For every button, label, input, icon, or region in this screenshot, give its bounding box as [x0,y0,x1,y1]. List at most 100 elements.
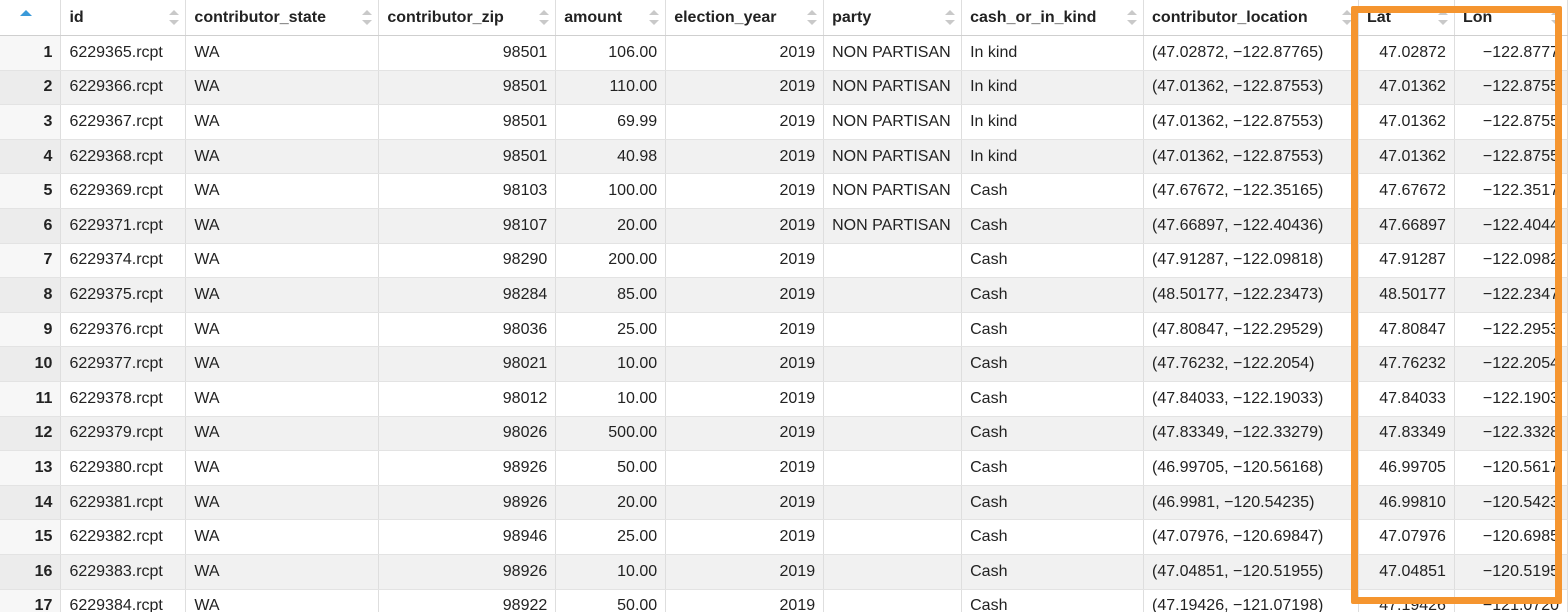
cell-cash-or-in-kind: In kind [961,70,1145,106]
cell-contributor-state: WA [185,35,380,71]
cell-lon: −122.8755 [1454,70,1568,106]
cell-election-year: 2019 [665,346,825,382]
cell-id: 6229376.rcpt [60,312,187,348]
row-number: 12 [0,416,62,452]
cell-contributor-zip: 98021 [378,346,557,382]
row-number-sort-header[interactable] [0,0,62,36]
cell-party [823,346,963,382]
sort-toggle-icon[interactable] [1551,9,1561,26]
cell-contributor-state: WA [185,243,380,279]
cell-party [823,312,963,348]
table-row[interactable]: 16 6229383.rcpt WA 98926 10.00 2019 Cash (47.04… [0,554,1568,590]
cell-lon: −122.3517 [1454,173,1568,209]
cell-lat: 47.80847 [1358,312,1455,348]
sort-toggle-icon[interactable] [539,9,550,26]
column-header-id[interactable]: id [60,0,187,36]
cell-id: 6229368.rcpt [60,139,187,175]
cell-contributor-state: WA [185,139,380,175]
cell-cash-or-in-kind: Cash [961,173,1145,209]
table-row[interactable]: 3 6229367.rcpt WA 98501 69.99 2019 NON PARTISA… [0,104,1568,140]
sort-ascending-icon[interactable] [20,9,33,16]
cell-id: 6229371.rcpt [60,208,187,244]
table-row[interactable]: 6 6229371.rcpt WA 98107 20.00 2019 NON PARTISA… [0,208,1568,244]
sort-toggle-icon[interactable] [1127,9,1138,26]
cell-contributor-location: (47.01362, −122.87553) [1143,104,1359,140]
cell-party: NON PARTISAN [823,104,963,140]
sort-toggle-icon[interactable] [945,9,956,26]
cell-party [823,243,963,279]
cell-cash-or-in-kind: Cash [961,485,1145,521]
cell-lat: 47.67672 [1358,173,1455,209]
cell-contributor-location: (47.66897, −122.40436) [1143,208,1359,244]
column-header-label: cash_or_in_kind [970,8,1097,26]
table-row[interactable]: 4 6229368.rcpt WA 98501 40.98 2019 NON PARTISA… [0,139,1568,175]
table-row[interactable]: 2 6229366.rcpt WA 98501 110.00 2019 NON PARTIS… [0,70,1568,106]
cell-party [823,381,963,417]
row-number: 11 [0,381,62,417]
column-header-party[interactable]: party [823,0,963,36]
cell-cash-or-in-kind: In kind [961,35,1145,71]
cell-contributor-zip: 98036 [378,312,557,348]
cell-contributor-location: (46.9981, −120.54235) [1143,485,1359,521]
cell-lon: −120.5195 [1454,554,1568,590]
cell-contributor-state: WA [185,554,380,590]
cell-election-year: 2019 [665,381,825,417]
cell-id: 6229375.rcpt [60,277,187,313]
table-row[interactable]: 7 6229374.rcpt WA 98290 200.00 2019 Cash (47.91… [0,243,1568,279]
table-row[interactable]: 11 6229378.rcpt WA 98012 10.00 2019 Cash (47.84… [0,381,1568,417]
cell-cash-or-in-kind: Cash [961,346,1145,382]
column-header-lat[interactable]: Lat [1358,0,1455,36]
table-row[interactable]: 10 6229377.rcpt WA 98021 10.00 2019 Cash (47.76… [0,346,1568,382]
cell-lon: −120.5617 [1454,450,1568,486]
column-header-contributor-location[interactable]: contributor_location [1143,0,1359,36]
table-row[interactable]: 15 6229382.rcpt WA 98946 25.00 2019 Cash (47.07… [0,519,1568,555]
row-number: 17 [0,589,62,612]
column-header-contributor-zip[interactable]: contributor_zip [378,0,557,36]
cell-contributor-zip: 98103 [378,173,557,209]
column-header-label: Lon [1462,8,1493,26]
table-row[interactable]: 13 6229380.rcpt WA 98926 50.00 2019 Cash (46.99… [0,450,1568,486]
cell-contributor-state: WA [185,70,380,106]
table-row[interactable]: 5 6229369.rcpt WA 98103 100.00 2019 NON PARTIS… [0,173,1568,209]
sort-toggle-icon[interactable] [362,9,373,26]
table-row[interactable]: 17 6229384.rcpt WA 98922 50.00 2019 Cash (47.19… [0,589,1568,612]
row-number: 1 [0,35,62,71]
cell-party [823,450,963,486]
cell-lat: 46.99705 [1358,450,1455,486]
table-row[interactable]: 9 6229376.rcpt WA 98036 25.00 2019 Cash (47.808… [0,312,1568,348]
cell-amount: 500.00 [555,416,667,452]
cell-contributor-state: WA [185,277,380,313]
column-header-election-year[interactable]: election_year [665,0,825,36]
cell-amount: 50.00 [555,450,667,486]
cell-contributor-state: WA [185,485,380,521]
cell-lon: −122.2953 [1454,312,1568,348]
cell-lon: −122.8755 [1454,139,1568,175]
table-row[interactable]: 14 6229381.rcpt WA 98926 20.00 2019 Cash (46.99… [0,485,1568,521]
cell-amount: 50.00 [555,589,667,612]
column-header-cash-or-in-kind[interactable]: cash_or_in_kind [961,0,1145,36]
cell-lon: −122.2054 [1454,346,1568,382]
sort-toggle-icon[interactable] [1341,9,1352,26]
cell-contributor-zip: 98012 [378,381,557,417]
cell-contributor-location: (47.02872, −122.87765) [1143,35,1359,71]
sort-toggle-icon[interactable] [649,9,660,26]
column-header-label: party [832,8,872,26]
cell-party: NON PARTISAN [823,139,963,175]
column-header-amount[interactable]: amount [555,0,667,36]
table-header: id contributor_state contributor_zip amount… [0,0,1568,36]
sort-toggle-icon[interactable] [807,9,818,26]
table-row[interactable]: 1 6229365.rcpt WA 98501 106.00 2019 NON PARTIS… [0,35,1568,71]
cell-party [823,589,963,612]
table-row[interactable]: 12 6229379.rcpt WA 98026 500.00 2019 Cash (47.8… [0,416,1568,452]
column-header-lon[interactable]: Lon [1454,0,1568,36]
column-header-contributor-state[interactable]: contributor_state [185,0,380,36]
sort-toggle-icon[interactable] [169,9,180,26]
cell-contributor-location: (47.04851, −120.51955) [1143,554,1359,590]
cell-lon: −122.8755 [1454,104,1568,140]
cell-lat: 47.07976 [1358,519,1455,555]
cell-contributor-zip: 98026 [378,416,557,452]
cell-amount: 10.00 [555,346,667,382]
sort-toggle-icon[interactable] [1437,9,1448,26]
table-row[interactable]: 8 6229375.rcpt WA 98284 85.00 2019 Cash (48.501… [0,277,1568,313]
